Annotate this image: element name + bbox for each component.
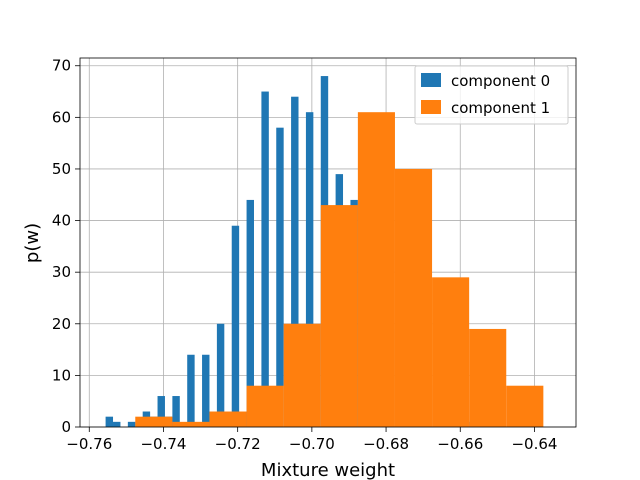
legend-label-component-1: component 1 [451,99,550,117]
bar-component-1-3 [246,385,284,427]
bar-component-0-9 [172,396,180,427]
bar-component-1-8 [432,277,470,427]
bar-component-0-1 [113,421,121,427]
plot-frame [79,57,577,428]
bar-component-0-21 [261,91,269,427]
y-tick-label-2: 20 [52,315,71,333]
x-tick-label-5: −0.66 [437,435,483,453]
legend-label-component-0: component 0 [451,72,550,90]
series-component-1-bars [135,112,544,427]
y-tick-label-3: 30 [52,263,71,281]
bar-component-1-5 [320,205,358,427]
bar-component-1-10 [506,385,544,427]
legend-swatch-component-1 [421,100,441,114]
bar-component-1-6 [357,112,395,427]
legend-swatch-component-0 [421,73,441,87]
legend: component 0 component 1 [414,65,569,125]
bar-component-1-9 [469,328,507,427]
y-tick-label-5: 50 [52,160,71,178]
bar-component-1-0 [135,416,173,427]
x-tick-label-6: −0.64 [511,435,557,453]
bar-component-0-11 [187,354,195,427]
x-axis-ticks: −0.76 −0.74 −0.72 −0.70 −0.68 −0.66 −0.64 [66,427,557,453]
bar-component-1-7 [394,168,433,427]
bar-component-0-0 [105,416,114,427]
y-axis-ticks: 0 10 20 30 40 50 60 70 [52,57,80,436]
legend-box [414,65,569,125]
bar-component-0-19 [246,199,254,427]
bar-component-0-3 [127,421,136,427]
y-tick-label-0: 0 [61,418,71,436]
y-tick-label-1: 10 [52,366,71,384]
x-tick-label-3: −0.70 [289,435,335,453]
bar-component-0-23 [276,127,284,427]
y-axis-title: p(w) [22,223,43,263]
y-tick-label-6: 60 [52,108,71,126]
x-tick-label-0: −0.76 [66,435,112,453]
x-tick-label-2: −0.72 [215,435,261,453]
bar-component-0-15 [216,323,225,427]
bar-component-1-2 [209,411,247,427]
bar-component-0-27 [305,112,314,427]
bar-component-1-1 [172,421,210,427]
y-tick-label-7: 70 [52,57,71,75]
y-tick-label-4: 40 [52,212,71,230]
x-axis-title: Mixture weight [261,460,395,480]
bar-component-0-13 [202,354,210,427]
bar-component-0-25 [291,96,299,427]
x-tick-label-4: −0.68 [363,435,409,453]
x-tick-label-1: −0.74 [140,435,186,453]
bar-component-0-7 [157,396,165,427]
bar-component-0-17 [231,225,240,427]
bar-component-1-4 [283,323,321,427]
